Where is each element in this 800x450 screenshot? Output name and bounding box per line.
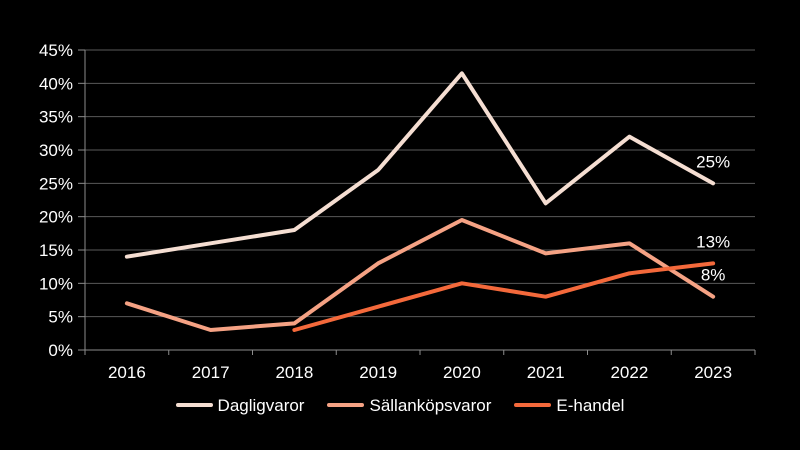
legend-swatch-e-handel <box>514 403 552 407</box>
y-axis-label: 40% <box>39 74 73 93</box>
series-line-e-handel <box>292 261 716 332</box>
legend-item-dagligvaror: Dagligvaror <box>175 395 305 415</box>
y-axis-label: 0% <box>48 341 73 360</box>
y-axis-label: 5% <box>48 308 73 327</box>
y-axis-label: 35% <box>39 108 73 127</box>
x-axis-label: 2016 <box>108 363 146 382</box>
legend-swatch-sallankopsvaror <box>327 403 365 407</box>
legend-label-sallankopsvaror: Sällanköpsvaror <box>369 395 492 415</box>
x-axis-label: 2020 <box>443 363 481 382</box>
x-axis-label: 2019 <box>359 363 397 382</box>
data-label-sallankopsvaror: 8% <box>701 266 726 285</box>
x-axis-label: 2021 <box>527 363 565 382</box>
chart-legend: Dagligvaror Sällanköpsvaror E-handel <box>0 394 800 416</box>
legend-label-e-handel: E-handel <box>556 395 625 415</box>
legend-swatch-dagligvaror <box>175 403 213 407</box>
y-axis-label: 15% <box>39 241 73 260</box>
data-label-e-handel: 13% <box>696 232 730 251</box>
legend-item-e-handel: E-handel <box>514 397 624 414</box>
y-axis-label: 25% <box>39 174 73 193</box>
series-line-dagligvaror <box>124 71 716 259</box>
x-axis-label: 2022 <box>610 363 648 382</box>
y-axis-label: 45% <box>39 41 73 60</box>
x-axis-label: 2018 <box>275 363 313 382</box>
legend-label-dagligvaror: Dagligvaror <box>217 395 305 415</box>
y-axis-label: 10% <box>39 274 73 293</box>
y-axis-label: 20% <box>39 208 73 227</box>
series-line-sallankopsvaror <box>124 218 716 332</box>
y-axis-label: 30% <box>39 141 73 160</box>
x-axis-label: 2017 <box>192 363 230 382</box>
x-axis-label: 2023 <box>694 363 732 382</box>
legend-item-sallankopsvaror: Sällanköpsvaror <box>327 397 491 414</box>
data-label-dagligvaror: 25% <box>696 152 730 171</box>
